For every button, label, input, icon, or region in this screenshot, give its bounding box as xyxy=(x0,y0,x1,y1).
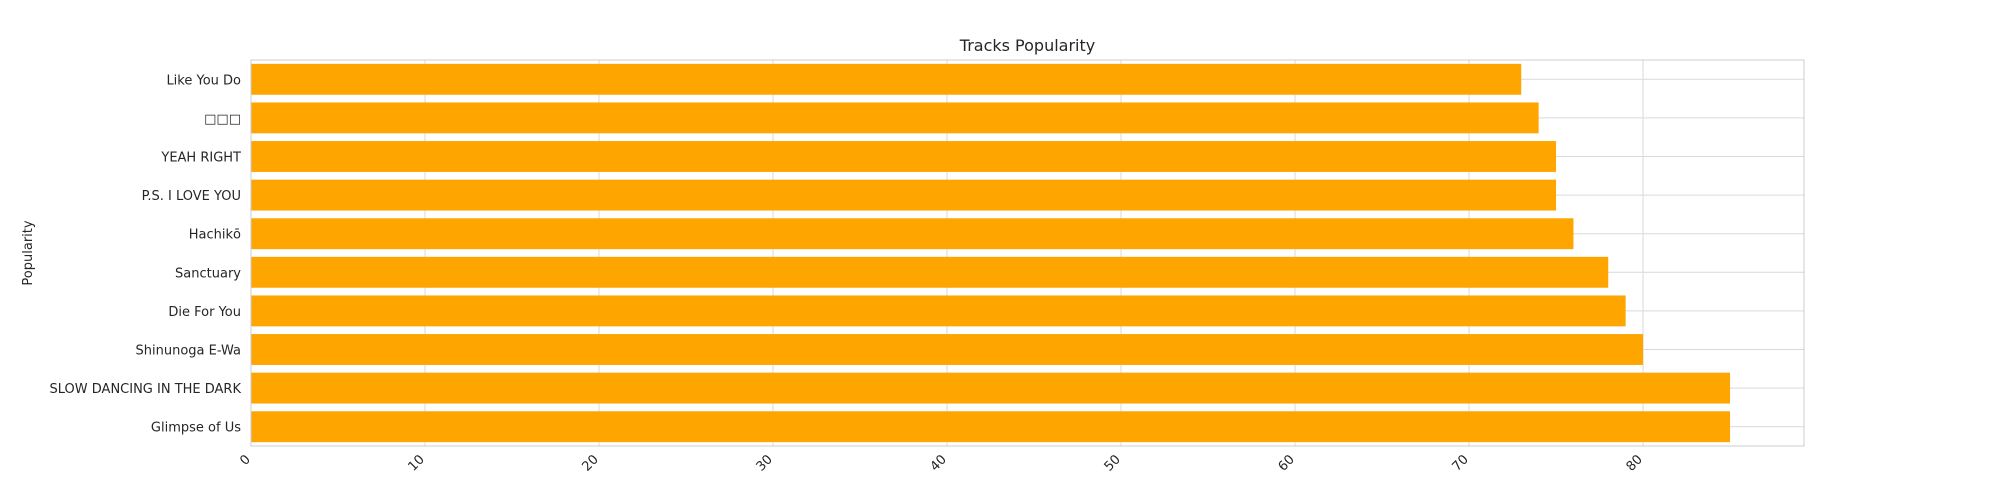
bar xyxy=(251,63,1522,95)
category-label: Glimpse of Us xyxy=(151,421,241,436)
x-tick-label: 0 xyxy=(237,452,253,468)
category-labels: Glimpse of Us SLOW DANCING IN THE DARK Shi… xyxy=(50,73,242,435)
category-label: P.S. I LOVE YOU xyxy=(142,189,241,204)
bar xyxy=(251,372,1731,404)
x-tick-label: 50 xyxy=(1102,452,1124,474)
x-tick-label: 10 xyxy=(406,452,428,474)
x-tick-label: 40 xyxy=(928,452,950,474)
category-label: SLOW DANCING IN THE DARK xyxy=(50,382,242,397)
bar xyxy=(251,141,1557,172)
category-label: Hachikō xyxy=(189,228,241,243)
y-axis-label: Popularity xyxy=(21,220,36,285)
x-tick-label: 20 xyxy=(580,452,602,474)
x-tick-label: 30 xyxy=(754,452,776,474)
x-tick-label: 70 xyxy=(1450,452,1472,474)
category-label: Shinunoga E-Wa xyxy=(136,344,242,359)
bar xyxy=(251,295,1626,327)
chart-title: Tracks Popularity xyxy=(959,36,1095,55)
bar xyxy=(251,411,1731,443)
category-label: □□□ xyxy=(204,112,241,127)
x-tick-label: 80 xyxy=(1624,452,1646,474)
category-label: YEAH RIGHT xyxy=(160,151,241,166)
bar xyxy=(251,256,1609,288)
x-tick-label: 60 xyxy=(1276,452,1298,474)
plot-frame xyxy=(250,59,1805,447)
bars xyxy=(251,63,1731,443)
category-label: Like You Do xyxy=(166,73,241,88)
bar xyxy=(251,102,1539,134)
bar xyxy=(251,179,1557,211)
bar xyxy=(251,334,1644,365)
x-tick-labels: 0 10 20 30 40 50 60 70 80 xyxy=(237,452,1646,474)
category-label: Die For You xyxy=(168,305,241,320)
category-label: Sanctuary xyxy=(175,266,241,281)
bar xyxy=(251,218,1574,250)
